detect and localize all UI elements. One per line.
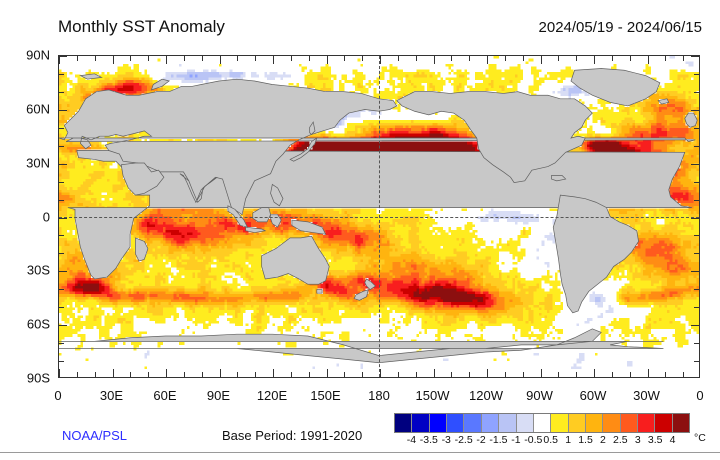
colorbar-tick-label: 1 — [565, 434, 572, 446]
colorbar-tick-label: 4 — [669, 434, 676, 446]
y-axis-tick-label: 90S — [26, 370, 50, 386]
x-axis-tick-label: 0 — [54, 388, 62, 403]
colorbar-cell — [516, 414, 534, 432]
colorbar-tick-label: -4 — [406, 434, 417, 446]
colorbar-cell — [499, 414, 517, 432]
colorbar-cell — [551, 414, 569, 432]
colorbar-cell — [412, 414, 430, 432]
x-axis-tick-label: 150W — [415, 388, 450, 403]
x-axis-tick-label: 150E — [310, 388, 341, 403]
x-axis-tick-label: 120E — [256, 388, 288, 403]
x-axis-tick-label: 120W — [469, 388, 503, 403]
colorbar-cell — [464, 414, 482, 432]
y-axis-tick-label: 60N — [26, 101, 50, 117]
colorbar-cell — [447, 414, 465, 432]
colorbar-tick-label: 3.5 — [647, 434, 663, 446]
colorbar-cell — [533, 414, 552, 432]
colorbar-tick-label: -1.5 — [489, 434, 508, 446]
base-period-label: Base Period: 1991-2020 — [222, 428, 363, 443]
colorbar-tick-label: -2 — [476, 434, 486, 446]
page-title: Monthly SST Anomaly — [58, 17, 225, 36]
y-axis-tick-label: 30N — [26, 155, 50, 171]
x-axis-tick-label: 90E — [206, 388, 231, 403]
colorbar[interactable]: -4 -3.5 -3 -2.5 -2 -1.5 -1 -0.5 0.5 1 1.5 2 2.5 3 3.5 4 — [394, 413, 690, 446]
land-layer — [59, 68, 698, 364]
date-range-label: 2024/05/19 - 2024/06/15 — [538, 19, 702, 36]
colorbar-cell — [568, 414, 586, 432]
colorbar-cell — [481, 414, 500, 432]
map-canvas — [59, 56, 699, 377]
colorbar-cell — [638, 414, 656, 432]
colorbar-unit-label: °C — [694, 432, 706, 444]
x-axis-tick-label: 30E — [99, 388, 124, 403]
colorbar-tick-label: -3 — [441, 434, 451, 446]
colorbar-cell — [429, 414, 448, 432]
colorbar-tick-label: -0.5 — [524, 434, 543, 446]
colorbar-tick-label: 2.5 — [613, 434, 628, 446]
bottom-divider — [0, 452, 720, 453]
colorbar-swatches — [394, 413, 690, 433]
y-axis-tick-label: 30S — [26, 262, 50, 278]
x-axis-tick-label: 90W — [526, 388, 553, 403]
noaa-psl-attribution[interactable]: NOAA/PSL — [62, 428, 128, 443]
x-axis-tick-label: 60W — [579, 388, 607, 403]
colorbar-cell — [655, 414, 673, 432]
y-axis-tick-label: 90N — [26, 47, 50, 63]
colorbar-cell — [603, 414, 621, 432]
x-axis-tick-label: 30W — [633, 388, 660, 403]
colorbar-tick-label: 0.5 — [543, 434, 559, 446]
colorbar-tick-label: -2.5 — [454, 434, 473, 446]
y-axis-tick-label: 0 — [42, 209, 50, 224]
colorbar-cell — [395, 414, 413, 432]
colorbar-cell — [585, 414, 604, 432]
colorbar-cell — [620, 414, 639, 432]
sst-anomaly-map[interactable] — [58, 55, 700, 378]
colorbar-tick-label: 1.5 — [578, 434, 593, 446]
x-axis-tick-label: 0 — [696, 388, 704, 403]
y-axis-tick-label: 60S — [26, 316, 50, 332]
map-svg — [59, 56, 699, 369]
colorbar-tick-label: 3 — [634, 434, 641, 446]
x-axis-tick-label: 180 — [368, 388, 390, 403]
colorbar-tick-label: -3.5 — [419, 434, 438, 446]
colorbar-tick-label: 2 — [600, 434, 606, 446]
colorbar-cell — [672, 414, 690, 432]
colorbar-tick-label: -1 — [511, 434, 521, 446]
x-axis-tick-label: 60E — [153, 388, 177, 403]
